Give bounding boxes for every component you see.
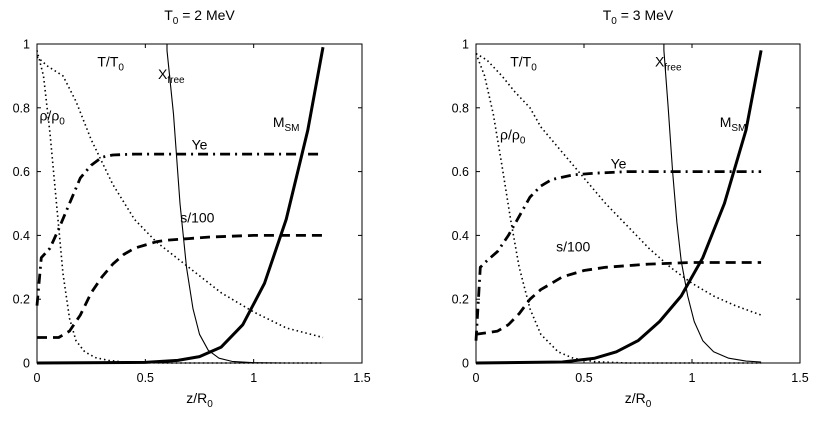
annotation-rho-rho0-sub: 0: [59, 117, 65, 128]
chart-title-rest: = 2 MeV: [178, 7, 235, 23]
x-axis-label: z/R0: [186, 390, 213, 410]
x-axis-label: z/R0: [625, 390, 652, 410]
series-line-msm: MSM: [475, 50, 763, 365]
annotation-rho-rho0-sub: 0: [520, 136, 526, 147]
annotation-t-t0: T/T0: [510, 53, 537, 73]
series-line-ye: Ye: [35, 152, 323, 306]
series-line-s-100: s/100: [475, 261, 762, 336]
x-tick-label: 0: [473, 371, 480, 385]
series-line-xfree: Xfree: [476, 43, 762, 363]
annotation-t-t0-sub: 0: [118, 62, 124, 73]
x-axis-label-main: z/R: [186, 390, 207, 406]
y-tick-label: 0: [23, 357, 30, 371]
x-axis-label-sub: 0: [646, 399, 652, 410]
x-tick-label: 1: [250, 371, 257, 385]
y-tick-label: 1: [462, 38, 469, 52]
y-tick-label: 1: [23, 38, 30, 52]
annotation-ye: Ye: [192, 136, 208, 152]
y-tick-label: 0.6: [452, 165, 469, 179]
chart-title: T0 = 3 MeV: [603, 7, 674, 27]
x-tick-label: 1: [689, 371, 696, 385]
annotation-t-t0-main: T/T: [510, 53, 531, 69]
annotation-msm-sub: SM: [731, 123, 746, 134]
annotation-ye-main: Ye: [611, 155, 627, 171]
x-tick-label: 0.5: [137, 371, 154, 385]
x-tick-label: 1.5: [353, 371, 370, 385]
y-tick-label: 0.4: [452, 229, 469, 243]
annotation-rho-rho0-main: ρ/ρ: [500, 127, 520, 143]
annotation-rho-rho0: ρ/ρ0: [500, 127, 526, 147]
x-axis-label-main: z/R: [625, 390, 646, 406]
y-tick-label: 0.2: [13, 293, 30, 307]
y-tick-label: 0: [462, 357, 469, 371]
x-tick-label: 0: [34, 371, 41, 385]
x-tick-label: 1.5: [791, 371, 808, 385]
series-line-rho-rho0: rho/rho0: [36, 50, 323, 364]
annotation-t-t0-sub: 0: [531, 62, 537, 73]
chart-title-main: T: [603, 7, 612, 23]
annotation-msm: MSM: [720, 114, 747, 134]
chart-panel-t0-3mev: 0 0.5 1 1.500.20.40.60.81T/T0rho/rho0XfreeM…: [452, 7, 809, 410]
x-tick-label: 0.5: [575, 371, 592, 385]
annotation-s-100-main: s/100: [180, 210, 214, 226]
x-axis-label-sub: 0: [207, 399, 213, 410]
annotation-xfree-main: X: [158, 66, 168, 82]
chart-title-sub: 0: [611, 16, 617, 27]
annotation-xfree-sub: free: [167, 75, 185, 86]
chart-title-sub: 0: [173, 16, 179, 27]
annotation-xfree-sub: free: [664, 62, 682, 73]
annotation-t-t0-main: T/T: [97, 53, 118, 69]
annotation-ye-main: Ye: [192, 136, 208, 152]
y-tick-label: 0.6: [13, 165, 30, 179]
chart-title-main: T: [164, 7, 173, 23]
y-tick-label: 0.8: [13, 101, 30, 115]
annotation-s-100: s/100: [180, 210, 214, 226]
series-line-s-100: s/100: [37, 233, 323, 339]
chart-panel-t0-2mev: 0 0.5 1 1.500.20.40.60.81T/T0rho/rho0XfreeM…: [13, 7, 371, 410]
series-line-xfree: Xfree: [37, 43, 323, 364]
annotation-msm-sub: SM: [285, 123, 300, 134]
annotation-t-t0: T/T0: [97, 53, 124, 73]
y-tick-label: 0.8: [452, 101, 469, 115]
annotation-ye: Ye: [611, 155, 627, 171]
annotation-xfree: Xfree: [158, 66, 185, 86]
series-line-t-t0: T/T0: [475, 52, 762, 316]
series-line-ye: Ye: [474, 170, 762, 341]
chart-title-rest: = 3 MeV: [617, 7, 674, 23]
series-line-rho-rho0: rho/rho0: [475, 53, 762, 364]
y-tick-label: 0.4: [13, 229, 30, 243]
chart-title: T0 = 2 MeV: [164, 7, 235, 27]
series-line-msm: MSM: [36, 46, 325, 365]
annotation-msm-main: M: [720, 114, 732, 130]
annotation-xfree-main: X: [655, 53, 665, 69]
annotation-s-100-main: s/100: [556, 238, 590, 254]
annotation-s-100: s/100: [556, 238, 590, 254]
annotation-msm: MSM: [273, 114, 300, 134]
annotation-msm-main: M: [273, 114, 285, 130]
axes-frame: [475, 43, 801, 364]
annotation-rho-rho0: ρ/ρ0: [39, 108, 65, 128]
y-tick-label: 0.2: [452, 293, 469, 307]
axes-frame: [36, 43, 363, 364]
series-line-t-t0: T/T0: [36, 56, 324, 339]
annotation-xfree: Xfree: [655, 53, 682, 73]
annotation-rho-rho0-main: ρ/ρ: [39, 108, 59, 124]
